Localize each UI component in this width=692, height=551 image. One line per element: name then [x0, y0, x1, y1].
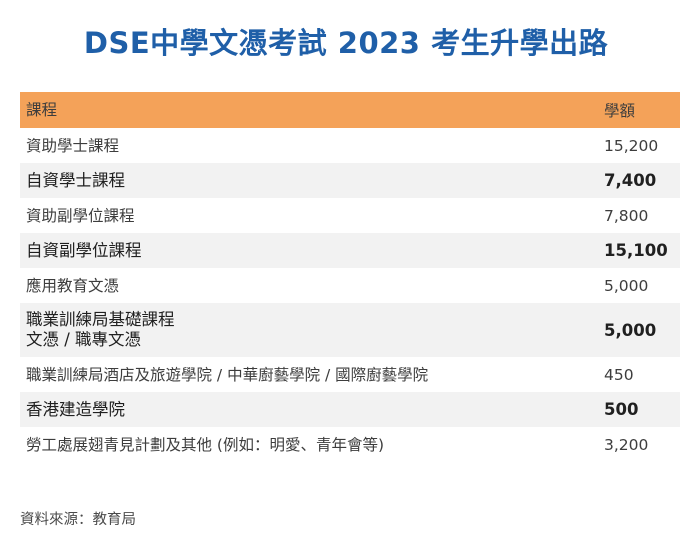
places-value: 3,200 [604, 435, 649, 454]
places-table: 課程 學額 資助學士課程 15,200 自資學士課程 7,400 資助副學位課程… [20, 92, 680, 462]
course-name: 自資副學位課程 [26, 240, 142, 260]
course-name: 資助副學位課程 [26, 206, 135, 225]
places-value: 15,100 [604, 241, 668, 260]
course-name: 職業訓練局基礎課程 文憑 / 職專文憑 [26, 310, 175, 349]
places-value: 5,000 [604, 320, 657, 340]
course-name: 自資學士課程 [26, 170, 125, 190]
table-row: 香港建造學院 500 [20, 392, 680, 427]
table-row: 應用教育文憑 5,000 [20, 268, 680, 303]
header-places: 學額 [604, 102, 636, 120]
source-note: 資料來源：教育局 [20, 512, 136, 528]
places-value: 7,400 [604, 171, 657, 190]
places-value: 15,200 [604, 136, 659, 155]
page-title: DSE中學文憑考試 2023 考生升學出路 [83, 26, 609, 60]
table-row: 勞工處展翅青見計劃及其他 (例如：明愛、青年會等) 3,200 [20, 427, 680, 462]
table-row: 自資副學位課程 15,100 [20, 233, 680, 268]
places-value: 500 [604, 400, 639, 419]
course-name: 香港建造學院 [26, 399, 125, 419]
course-name: 資助學士課程 [26, 136, 120, 155]
header-course: 課程 [26, 101, 58, 119]
table-row: 資助學士課程 15,200 [20, 128, 680, 163]
course-name: 勞工處展翅青見計劃及其他 (例如：明愛、青年會等) [26, 435, 385, 454]
course-name: 應用教育文憑 [26, 276, 120, 295]
places-value: 5,000 [604, 276, 649, 295]
course-name: 職業訓練局酒店及旅遊學院 / 中華廚藝學院 / 國際廚藝學院 [26, 365, 429, 384]
table-row: 資助副學位課程 7,800 [20, 198, 680, 233]
table-header-row: 課程 學額 [20, 92, 680, 128]
places-value: 7,800 [604, 206, 649, 225]
table-row: 職業訓練局基礎課程 文憑 / 職專文憑 5,000 [20, 303, 680, 357]
places-value: 450 [604, 365, 634, 384]
table-row: 自資學士課程 7,400 [20, 163, 680, 198]
table-row: 職業訓練局酒店及旅遊學院 / 中華廚藝學院 / 國際廚藝學院 450 [20, 357, 680, 392]
